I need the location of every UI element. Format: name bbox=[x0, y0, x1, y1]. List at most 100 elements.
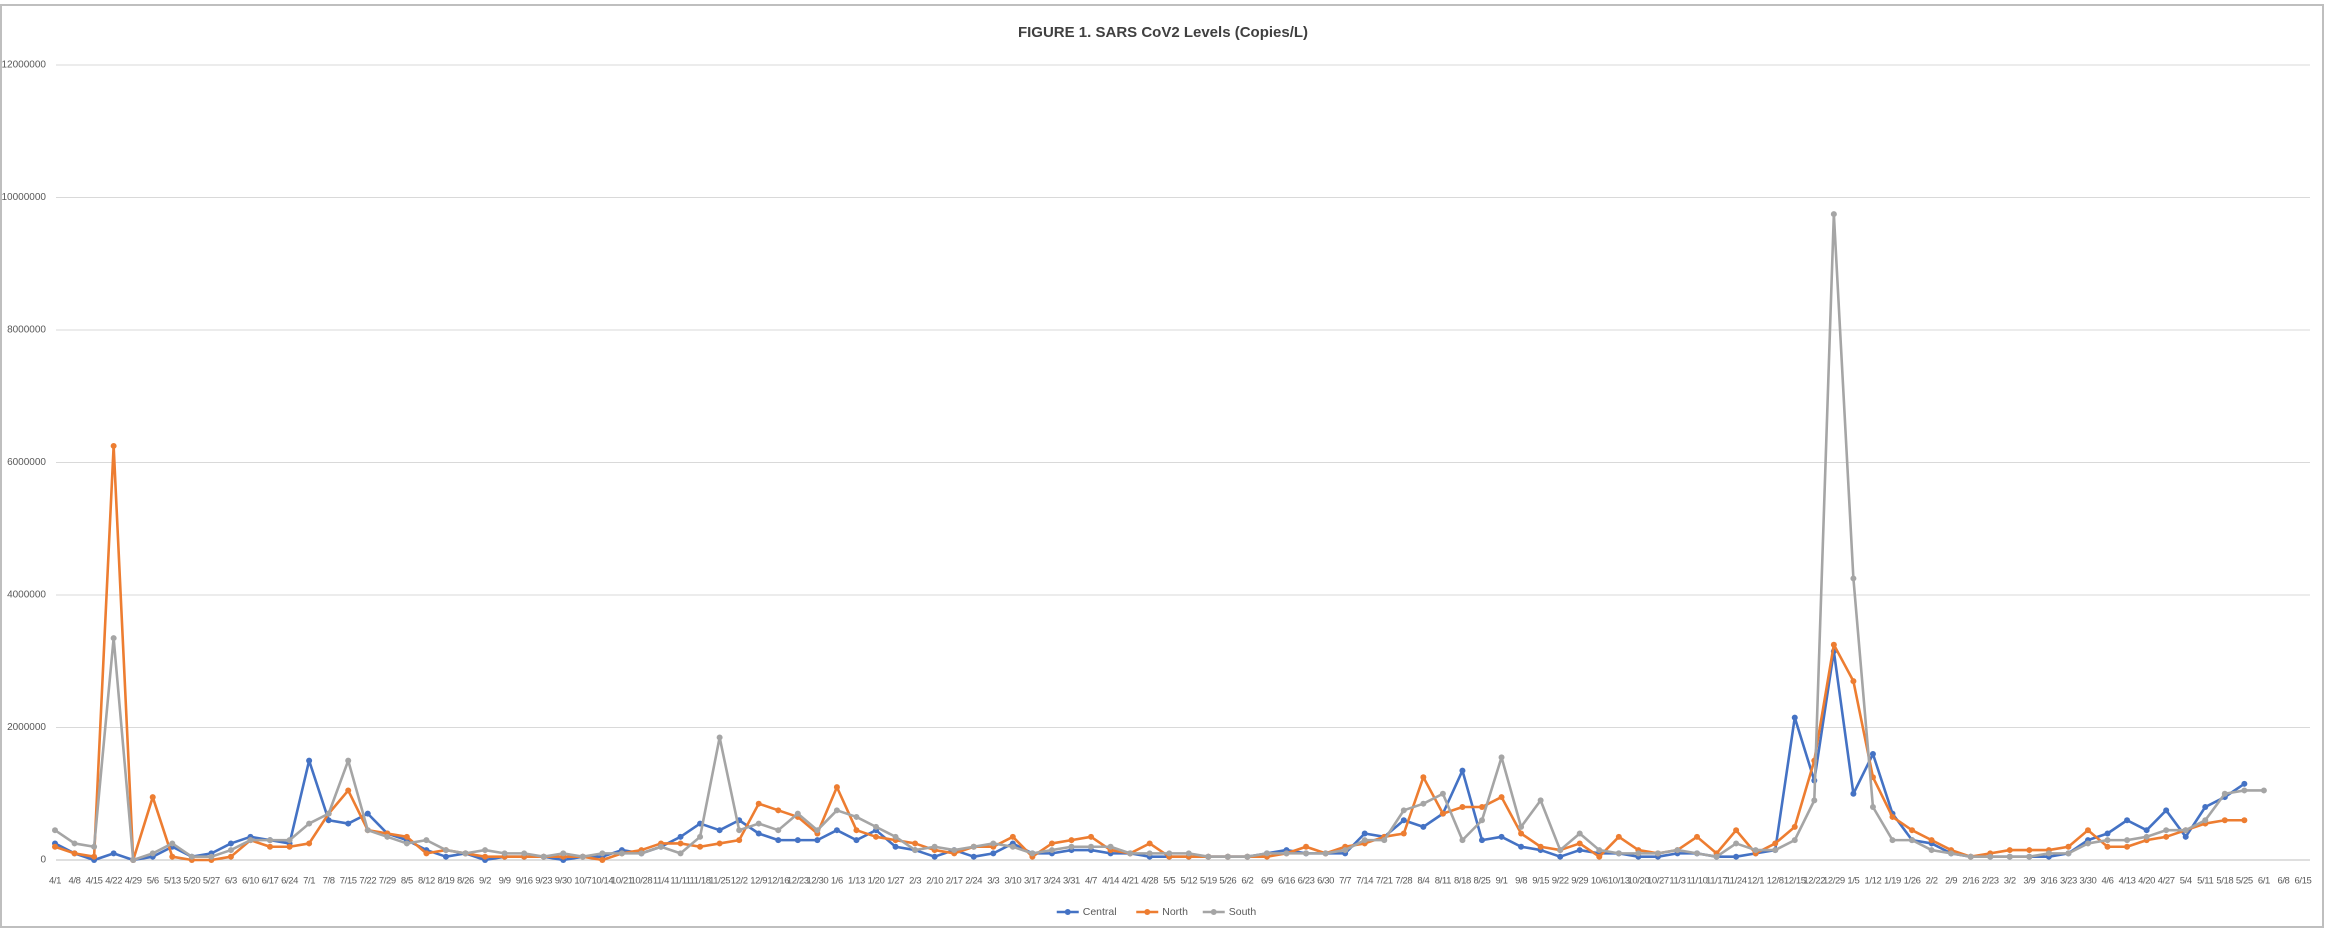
data-point bbox=[853, 837, 860, 844]
x-tick-label: 12/15 bbox=[1784, 876, 1806, 887]
data-point bbox=[1498, 833, 1505, 840]
x-tick-label: 1/27 bbox=[887, 876, 904, 887]
data-point bbox=[2006, 853, 2013, 860]
data-point bbox=[2260, 787, 2267, 794]
data-point bbox=[1205, 853, 1212, 860]
data-point bbox=[1381, 837, 1388, 844]
data-point bbox=[2006, 847, 2013, 854]
data-point bbox=[345, 757, 352, 764]
data-point bbox=[755, 800, 762, 807]
x-tick-label: 1/26 bbox=[1904, 876, 1921, 887]
x-tick-label: 2/24 bbox=[965, 876, 982, 887]
x-tick-label: 7/22 bbox=[359, 876, 376, 887]
data-point bbox=[873, 833, 880, 840]
x-tick-label: 9/30 bbox=[555, 876, 572, 887]
x-tick-label: 10/28 bbox=[631, 876, 653, 887]
x-tick-label: 5/19 bbox=[1200, 876, 1217, 887]
data-point bbox=[2163, 833, 2170, 840]
x-tick-label: 5/12 bbox=[1180, 876, 1197, 887]
data-point bbox=[775, 837, 782, 844]
data-point bbox=[423, 850, 430, 857]
data-point bbox=[169, 853, 176, 860]
x-tick-label: 9/2 bbox=[479, 876, 491, 887]
data-point bbox=[423, 837, 430, 844]
x-tick-label: 9/16 bbox=[516, 876, 533, 887]
data-point bbox=[2163, 827, 2170, 834]
data-point bbox=[1596, 847, 1603, 854]
x-tick-label: 5/26 bbox=[1219, 876, 1236, 887]
data-point bbox=[2084, 827, 2091, 834]
x-tick-label: 8/4 bbox=[1417, 876, 1429, 887]
x-tick-label: 3/3 bbox=[987, 876, 999, 887]
x-tick-label: 9/29 bbox=[1571, 876, 1588, 887]
data-point bbox=[71, 840, 78, 847]
data-point bbox=[1909, 827, 1916, 834]
data-point bbox=[1850, 790, 1857, 797]
x-tick-label: 2/9 bbox=[1945, 876, 1957, 887]
x-tick-label: 12/22 bbox=[1803, 876, 1825, 887]
x-tick-label: 3/17 bbox=[1024, 876, 1041, 887]
data-point bbox=[677, 840, 684, 847]
legend-marker bbox=[1144, 909, 1151, 915]
data-point bbox=[1576, 847, 1583, 854]
data-point bbox=[814, 837, 821, 844]
x-tick-label: 1/12 bbox=[1865, 876, 1882, 887]
data-point bbox=[1518, 843, 1525, 850]
data-point bbox=[1361, 837, 1368, 844]
x-tick-label: 11/4 bbox=[653, 876, 669, 887]
data-point bbox=[1830, 641, 1837, 648]
data-point bbox=[1478, 804, 1485, 810]
data-point bbox=[599, 857, 606, 863]
data-point bbox=[833, 827, 840, 834]
data-point bbox=[52, 843, 58, 850]
data-point bbox=[1987, 853, 1994, 860]
x-tick-label: 9/9 bbox=[499, 876, 511, 887]
data-point bbox=[149, 850, 156, 857]
x-tick-label: 12/1 bbox=[1747, 876, 1764, 887]
data-point bbox=[970, 853, 977, 860]
data-point bbox=[306, 757, 313, 764]
data-point bbox=[1909, 837, 1916, 844]
data-point bbox=[306, 820, 313, 827]
data-point bbox=[482, 853, 489, 860]
x-tick-label: 5/20 bbox=[183, 876, 200, 887]
x-tick-label: 6/15 bbox=[2295, 876, 2312, 887]
data-point bbox=[325, 817, 332, 824]
data-point bbox=[697, 843, 704, 850]
x-tick-label: 6/9 bbox=[1261, 876, 1273, 887]
data-point bbox=[1068, 843, 1075, 850]
data-point bbox=[794, 837, 801, 844]
data-point bbox=[1850, 678, 1857, 685]
x-tick-label: 6/1 bbox=[2258, 876, 2270, 887]
data-point bbox=[1342, 847, 1349, 854]
data-point bbox=[579, 853, 586, 860]
data-point bbox=[2104, 830, 2111, 837]
data-point bbox=[1048, 847, 1055, 854]
data-point bbox=[755, 820, 762, 827]
data-point bbox=[110, 635, 117, 642]
y-tick-label: 8000000 bbox=[7, 325, 46, 336]
x-tick-label: 5/27 bbox=[203, 876, 220, 887]
x-tick-label: 7/1 bbox=[303, 876, 315, 887]
x-tick-label: 5/5 bbox=[1163, 876, 1175, 887]
x-tick-label: 3/16 bbox=[2040, 876, 2057, 887]
data-point bbox=[2065, 850, 2072, 857]
data-point bbox=[892, 833, 899, 840]
x-tick-label: 3/10 bbox=[1004, 876, 1021, 887]
data-point bbox=[1576, 830, 1583, 837]
data-point bbox=[1459, 804, 1466, 810]
data-point bbox=[873, 823, 880, 830]
data-point bbox=[1048, 840, 1055, 847]
data-point bbox=[1576, 840, 1583, 847]
data-point bbox=[736, 837, 743, 844]
data-point bbox=[775, 827, 782, 834]
data-point bbox=[227, 840, 234, 847]
data-point bbox=[1596, 853, 1603, 860]
x-tick-label: 4/27 bbox=[2158, 876, 2175, 887]
x-tick-label: 2/16 bbox=[1962, 876, 1979, 887]
data-point bbox=[1537, 797, 1544, 804]
x-tick-label: 12/8 bbox=[1767, 876, 1784, 887]
data-point bbox=[2182, 833, 2189, 840]
data-point bbox=[1224, 853, 1231, 860]
x-tick-label: 7/8 bbox=[323, 876, 335, 887]
